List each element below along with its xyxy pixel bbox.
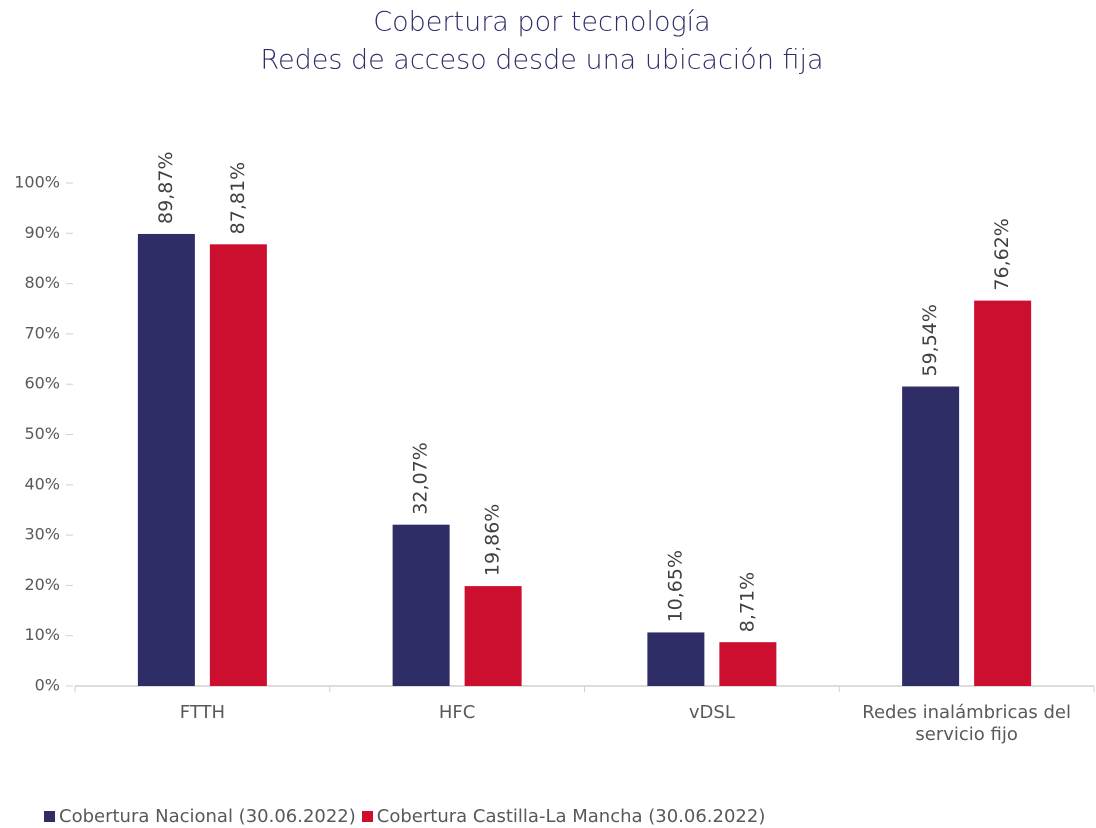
y-tick-label: 40%	[24, 474, 60, 493]
y-tick-label: 90%	[24, 223, 60, 242]
legend-label: Cobertura Castilla-La Mancha (30.06.2022…	[376, 806, 766, 827]
x-tick-label: HFC	[438, 702, 476, 723]
x-tick-label: vDSL	[688, 702, 735, 723]
y-tick-label: 10%	[24, 625, 60, 644]
y-tick-label: 70%	[24, 323, 60, 342]
y-tick-label: 30%	[24, 525, 60, 544]
legend-swatch	[361, 811, 373, 822]
legend-swatch	[44, 811, 55, 822]
legend-item: Cobertura Castilla-La Mancha (30.06.2022…	[361, 806, 766, 827]
bar	[974, 300, 1032, 686]
bar	[209, 244, 267, 686]
y-tick-label: 20%	[24, 575, 60, 594]
x-tick-label: FTTH	[179, 702, 225, 723]
bar	[902, 386, 960, 686]
y-tick-label: 60%	[24, 374, 60, 393]
y-tick-label: 80%	[24, 273, 60, 292]
bar	[137, 233, 195, 686]
value-label: 19,86%	[482, 504, 504, 576]
legend-item: Cobertura Nacional (30.06.2022)	[44, 806, 356, 827]
value-label: 87,81%	[227, 162, 249, 234]
y-tick-label: 50%	[24, 424, 60, 443]
value-label: 59,54%	[919, 304, 941, 376]
chart-title: Cobertura por tecnología	[373, 7, 710, 38]
legend-label: Cobertura Nacional (30.06.2022)	[59, 806, 356, 827]
y-tick-label: 100%	[14, 173, 60, 192]
legend: Cobertura Nacional (30.06.2022) Cobertura…	[44, 806, 771, 827]
x-tick-label: Redes inalámbricas del servicio fijo	[862, 702, 1071, 745]
value-label: 89,87%	[155, 152, 177, 224]
value-label: 8,71%	[736, 572, 758, 632]
value-label: 76,62%	[991, 218, 1013, 290]
value-label: 32,07%	[410, 442, 432, 514]
bar	[392, 524, 450, 686]
bar	[464, 586, 522, 686]
bar	[719, 642, 777, 686]
y-tick-label: 0%	[35, 676, 60, 695]
bar	[647, 632, 705, 686]
value-label: 10,65%	[664, 550, 686, 622]
chart-subtitle: Redes de acceso desde una ubicación fija	[260, 45, 823, 76]
